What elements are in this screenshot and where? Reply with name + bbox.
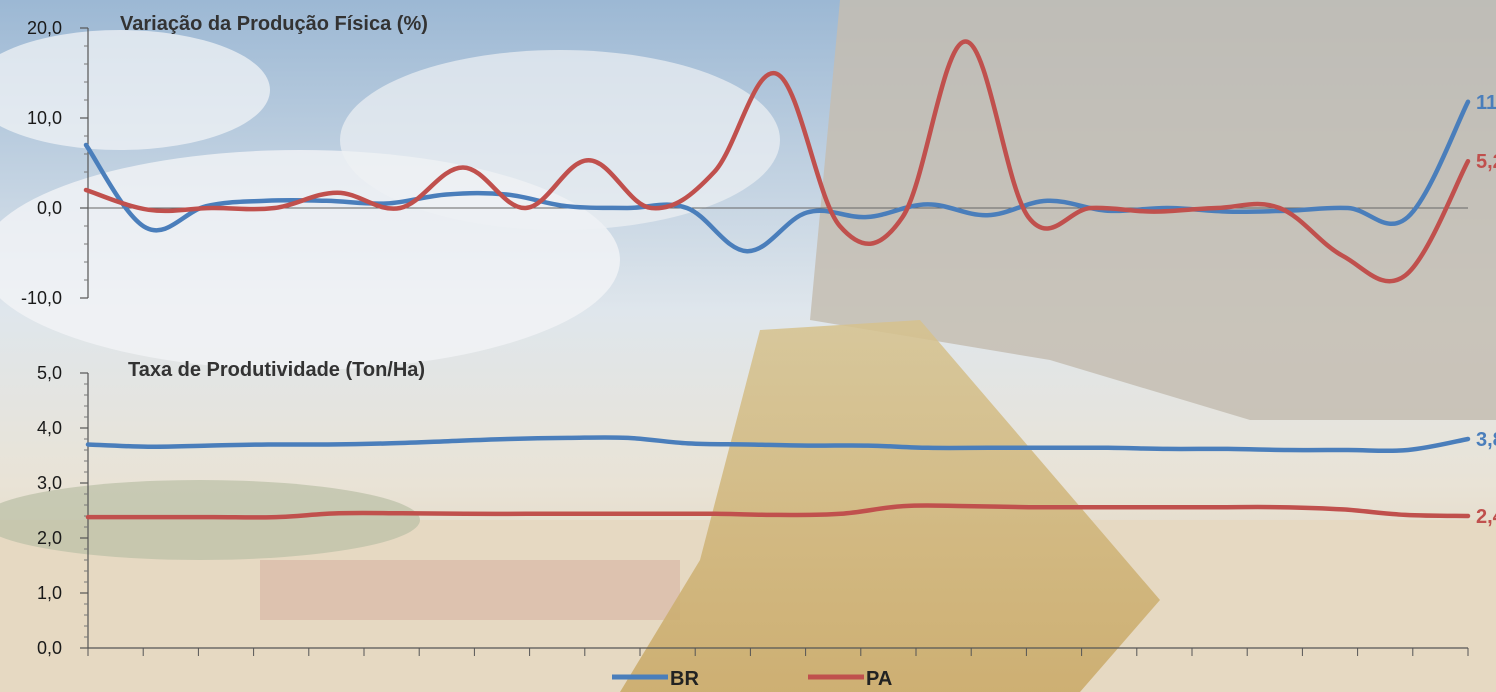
chart-title-productivity: Taxa de Produtividade (Ton/Ha) [128, 359, 425, 381]
y-tick-label: -10,0 [21, 288, 62, 308]
legend-br-label: BR [670, 668, 699, 690]
series-line-pa [83, 39, 1471, 284]
end-label-br: 11,8 [1476, 92, 1496, 114]
y-tick-label: 0,0 [37, 638, 62, 658]
y-tick-label: 4,0 [37, 418, 62, 438]
y-tick-label: 20,0 [27, 18, 62, 38]
y-tick-label: 0,0 [37, 198, 62, 218]
y-tick-label: 10,0 [27, 108, 62, 128]
end-label-pa: 5,2 [1476, 151, 1496, 173]
legend-pa-label: PA [866, 668, 892, 690]
legend: BR PA [612, 668, 892, 690]
series-line-br [83, 99, 1471, 254]
y-tick-label: 5,0 [37, 363, 62, 383]
y-tick-label: 2,0 [37, 528, 62, 548]
end-label-br: 3,8 [1476, 429, 1496, 451]
panel-productivity-rate: 5,0 4,0 3,0 2,0 1,0 0,0 3,8 2,4 [37, 363, 1496, 658]
end-label-pa: 2,4 [1476, 506, 1496, 528]
y-tick-label: 3,0 [37, 473, 62, 493]
x-axis [87, 647, 1469, 656]
chart-title-production: Variação da Produção Física (%) [120, 13, 428, 35]
panel-production-variation: 20,0 10,0 0,0 -10,0 11,8 5,2 [21, 18, 1496, 308]
series-line-pa [85, 503, 1471, 520]
series-line-br [85, 435, 1471, 454]
y-tick-label: 1,0 [37, 583, 62, 603]
